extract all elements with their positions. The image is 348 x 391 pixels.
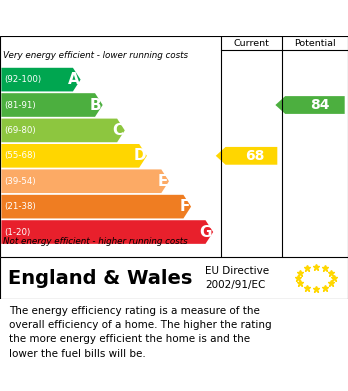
Text: England & Wales: England & Wales (8, 269, 192, 287)
Text: A: A (68, 72, 80, 87)
Polygon shape (1, 118, 125, 142)
Polygon shape (1, 169, 169, 193)
Text: G: G (200, 224, 212, 240)
Polygon shape (1, 220, 213, 244)
Text: (1-20): (1-20) (4, 228, 30, 237)
Text: B: B (90, 97, 102, 113)
Text: Potential: Potential (294, 39, 336, 48)
Text: D: D (133, 148, 146, 163)
Polygon shape (1, 68, 81, 91)
Polygon shape (1, 195, 191, 219)
Text: Energy Efficiency Rating: Energy Efficiency Rating (9, 11, 211, 25)
Text: The energy efficiency rating is a measure of the
overall efficiency of a home. T: The energy efficiency rating is a measur… (9, 305, 271, 359)
Text: F: F (180, 199, 190, 214)
Text: 68: 68 (246, 149, 265, 163)
Polygon shape (1, 93, 103, 117)
Text: (92-100): (92-100) (4, 75, 41, 84)
Polygon shape (275, 96, 345, 114)
Text: Current: Current (234, 39, 269, 48)
Text: Very energy efficient - lower running costs: Very energy efficient - lower running co… (3, 52, 188, 61)
Text: Not energy efficient - higher running costs: Not energy efficient - higher running co… (3, 237, 188, 246)
Text: (81-91): (81-91) (4, 100, 36, 109)
Polygon shape (1, 144, 147, 168)
Text: EU Directive
2002/91/EC: EU Directive 2002/91/EC (205, 266, 269, 290)
Text: (69-80): (69-80) (4, 126, 36, 135)
Text: C: C (113, 123, 124, 138)
Text: (21-38): (21-38) (4, 202, 36, 211)
Text: E: E (158, 174, 168, 189)
Text: (39-54): (39-54) (4, 177, 36, 186)
Text: (55-68): (55-68) (4, 151, 36, 160)
Polygon shape (216, 147, 277, 165)
Text: 84: 84 (310, 98, 329, 112)
